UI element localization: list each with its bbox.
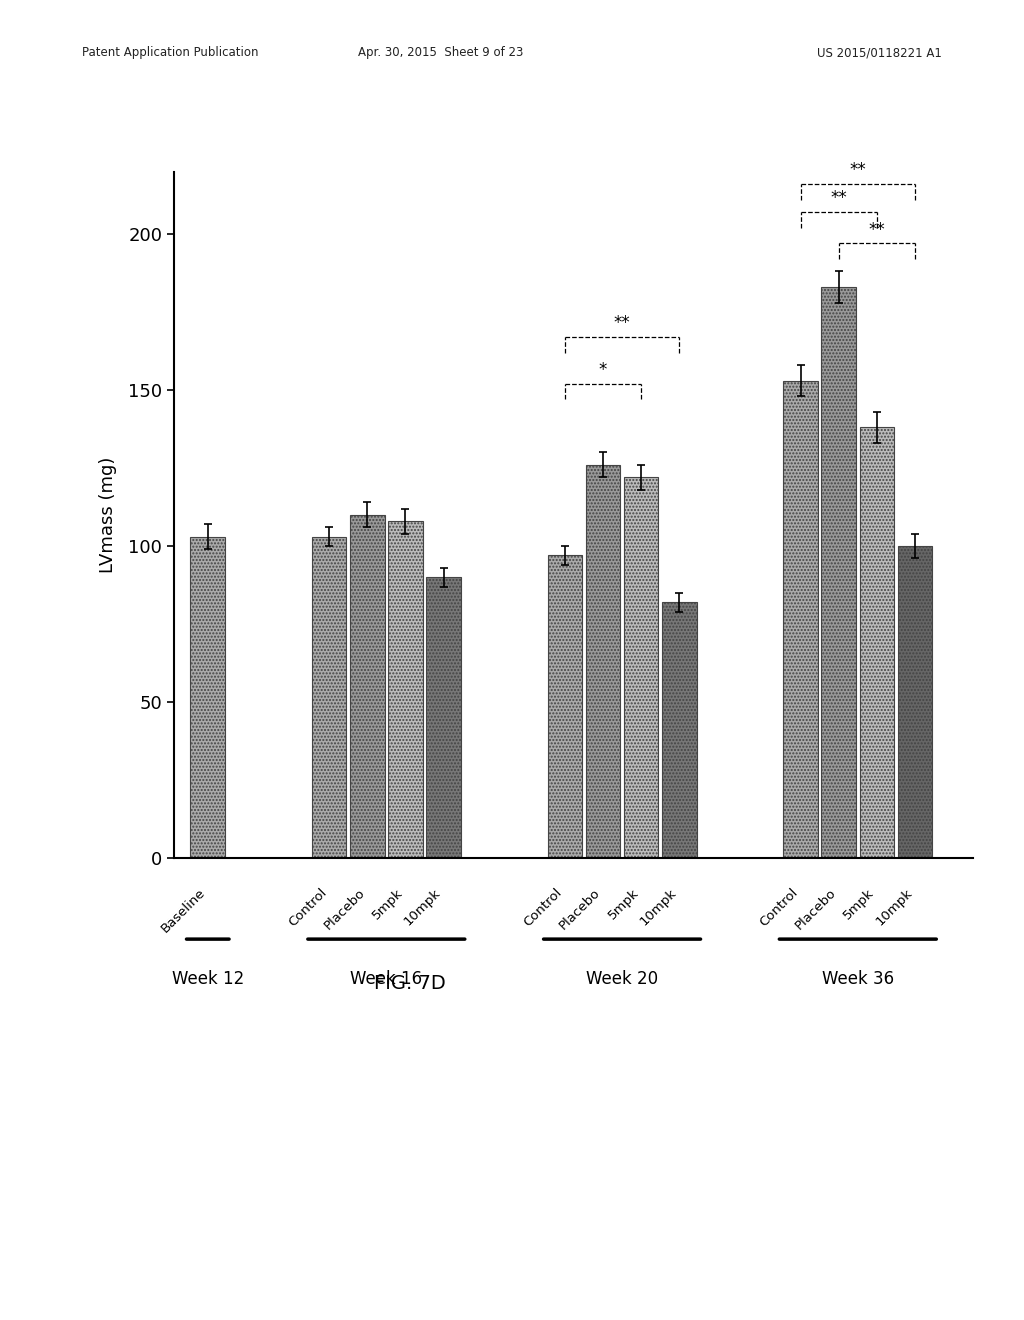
Bar — [311, 537, 346, 858]
Bar — [548, 556, 583, 858]
Text: **: ** — [830, 190, 847, 207]
Text: Week 36: Week 36 — [821, 970, 894, 989]
Text: Placebo: Placebo — [557, 886, 603, 932]
Text: Week 16: Week 16 — [350, 970, 422, 989]
Bar — [586, 465, 621, 858]
Bar — [898, 546, 933, 858]
Bar — [821, 286, 856, 858]
Bar — [859, 428, 894, 858]
Bar — [662, 602, 696, 858]
Text: Apr. 30, 2015  Sheet 9 of 23: Apr. 30, 2015 Sheet 9 of 23 — [357, 46, 523, 59]
Text: Control: Control — [521, 886, 565, 929]
Bar — [783, 380, 818, 858]
Bar — [624, 478, 658, 858]
Y-axis label: LVmass (mg): LVmass (mg) — [99, 457, 117, 573]
Text: 5mpk: 5mpk — [370, 886, 406, 921]
Text: **: ** — [850, 161, 866, 180]
Text: 10mpk: 10mpk — [401, 886, 443, 928]
Text: Placebo: Placebo — [793, 886, 839, 932]
Bar — [350, 515, 385, 858]
Text: 10mpk: 10mpk — [638, 886, 679, 928]
Text: US 2015/0118221 A1: US 2015/0118221 A1 — [817, 46, 942, 59]
Text: Week 20: Week 20 — [586, 970, 658, 989]
Text: **: ** — [613, 314, 631, 333]
Bar — [190, 537, 225, 858]
Bar — [388, 521, 423, 858]
Bar — [426, 577, 461, 858]
Text: Baseline: Baseline — [159, 886, 208, 936]
Text: Control: Control — [286, 886, 329, 929]
Text: Patent Application Publication: Patent Application Publication — [82, 46, 258, 59]
Text: Control: Control — [758, 886, 801, 929]
Text: 5mpk: 5mpk — [841, 886, 877, 921]
Text: 10mpk: 10mpk — [873, 886, 915, 928]
Text: 5mpk: 5mpk — [605, 886, 641, 921]
Text: FIG. 7D: FIG. 7D — [374, 974, 445, 993]
Text: Placebo: Placebo — [322, 886, 368, 932]
Text: *: * — [599, 362, 607, 379]
Text: **: ** — [868, 220, 886, 239]
Text: Week 12: Week 12 — [172, 970, 244, 989]
